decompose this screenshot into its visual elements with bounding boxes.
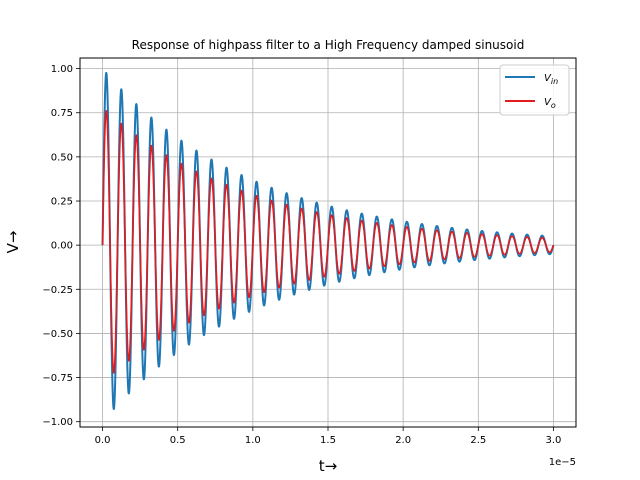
y-tick-label: 0.25: [51, 197, 73, 208]
plot-lines: [101, 71, 555, 410]
legend-label-v-o-sub: o: [551, 101, 556, 110]
x-axis-label: t→: [319, 457, 337, 475]
x-tick-label: 2.5: [470, 435, 486, 446]
y-tick-label: −1.00: [42, 417, 73, 428]
x-tick-label: 2.0: [395, 435, 411, 446]
y-axis-label: V→: [4, 231, 22, 254]
x-axis: 0.0 0.5 1.0 1.5 2.0 2.5 3.0: [95, 427, 562, 446]
y-tick-label: 0.75: [51, 108, 73, 119]
x-tick-label: 0.5: [170, 435, 186, 446]
y-tick-label: −0.25: [42, 285, 73, 296]
y-tick-label: 1.00: [51, 64, 73, 75]
legend-label-v-o-main: V: [544, 97, 552, 108]
legend-box: [499, 64, 570, 116]
legend-label-v-in-main: V: [544, 73, 552, 84]
series-line-v-o: [101, 110, 555, 374]
chart-title: Response of highpass filter to a High Fr…: [132, 38, 525, 52]
y-tick-label: 0.50: [51, 152, 73, 163]
x-tick-label: 0.0: [95, 435, 111, 446]
y-tick-label: −0.50: [42, 329, 73, 340]
legend: Vin Vo: [499, 64, 570, 116]
x-tick-label: 3.0: [546, 435, 562, 446]
x-tick-label: 1.0: [245, 435, 261, 446]
y-axis: −1.00 −0.75 −0.50 −0.25 0.00 0.25 0.50 0.75 1.00: [42, 64, 80, 428]
x-tick-label: 1.5: [320, 435, 336, 446]
legend-label-v-in-sub: in: [551, 77, 558, 86]
grid: [80, 58, 576, 427]
y-tick-label: −0.75: [42, 373, 73, 384]
x-offset-label: 1e−5: [549, 457, 576, 468]
legend-label-v-o: Vo: [544, 97, 556, 110]
legend-label-v-in: Vin: [544, 73, 558, 86]
y-tick-label: 0.00: [51, 241, 73, 252]
